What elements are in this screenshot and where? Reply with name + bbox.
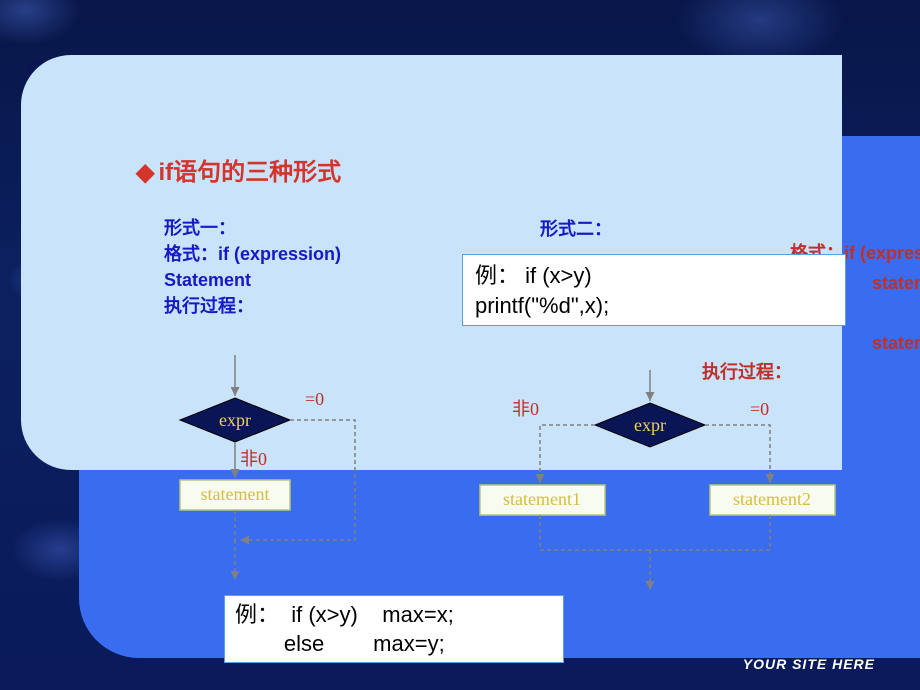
form2-flowchart: expr 非0 =0 statement1 statement2 — [450, 370, 890, 620]
flow1-stmt-label: statement — [201, 484, 270, 504]
flow1-true-label: 非0 — [240, 449, 267, 469]
form1-format-label: 格式： — [164, 244, 218, 264]
form1-format-body: if (expression) — [218, 244, 341, 264]
form2-heading: 形式二： — [540, 215, 612, 241]
form2-stmt2-partial: statement2 — [790, 328, 920, 358]
slide-footer: YOUR SITE HERE — [743, 656, 875, 672]
form1-heading: 形式一： — [164, 215, 341, 241]
flow2-false-label: =0 — [750, 399, 769, 419]
form1-exec: 执行过程： — [164, 293, 341, 319]
subtitle: ◆if语句的三种形式 — [136, 152, 341, 187]
flow2-stmt2-label: statement2 — [733, 489, 811, 509]
example2-line2: else max=y; — [235, 631, 445, 656]
example2-line1: 例： if (x>y) max=x; — [235, 602, 454, 627]
flow2-stmt1-label: statement1 — [503, 489, 581, 509]
bullet-diamond-icon: ◆ — [136, 159, 154, 186]
form2-example-line1: 例： if (x>y) — [475, 261, 833, 291]
form1-flowchart: expr =0 非0 statement — [140, 340, 400, 590]
flow1-false-label: =0 — [305, 389, 324, 409]
flow1-expr-label: expr — [219, 410, 251, 430]
form2-example-line2: printf("%d",x); — [475, 291, 833, 321]
form1-description: 形式一： 格式：if (expression) Statement 执行过程： — [164, 215, 341, 319]
flow2-expr-label: expr — [634, 415, 666, 435]
form1-statement: Statement — [164, 267, 341, 293]
form2-example-box: 例： if (x>y) printf("%d",x); — [462, 254, 846, 326]
flow2-true-label: 非0 — [512, 399, 539, 419]
form2-else-example-box: 例： if (x>y) max=x; else max=y; — [224, 595, 564, 663]
subtitle-text: if语句的三种形式 — [158, 159, 341, 186]
